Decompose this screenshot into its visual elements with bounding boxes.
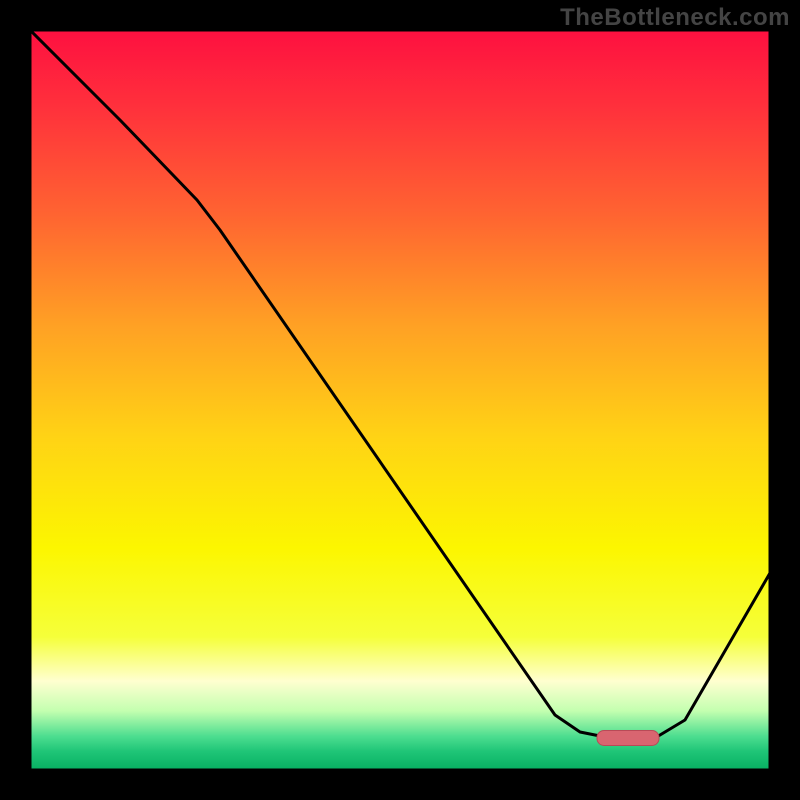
watermark-label: TheBottleneck.com	[560, 4, 790, 32]
minimum-marker	[597, 731, 659, 746]
chart-container: TheBottleneck.com	[0, 0, 800, 800]
bottleneck-chart	[0, 0, 800, 800]
